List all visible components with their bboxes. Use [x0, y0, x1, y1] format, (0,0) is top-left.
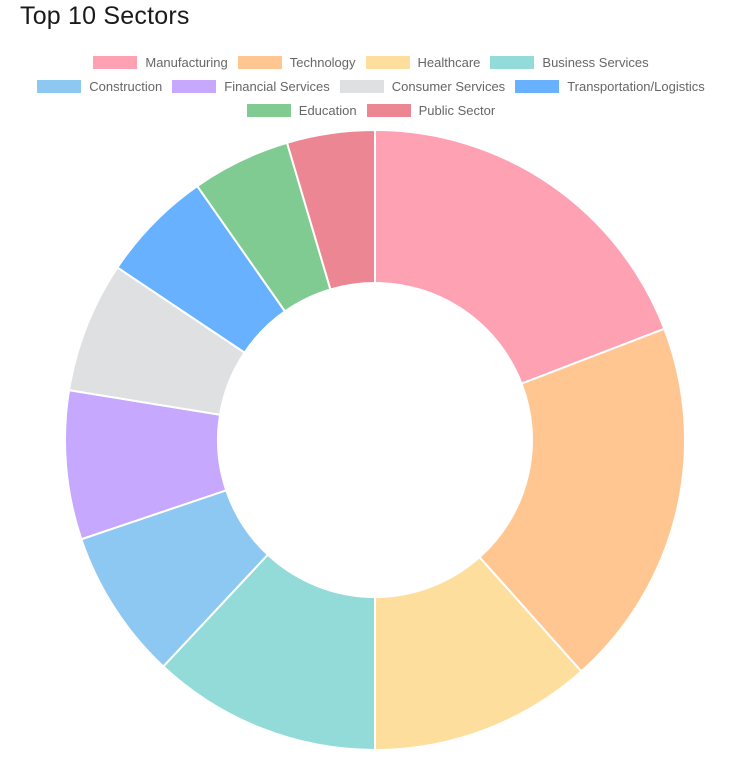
legend-swatch	[515, 79, 560, 93]
legend-swatch	[37, 79, 82, 93]
legend-swatch	[365, 55, 410, 69]
slice-public-sector[interactable]	[285, 128, 376, 291]
legend-swatch	[339, 79, 384, 93]
chart-title: Top 10 Sectors	[20, 2, 190, 30]
legend-item[interactable]: Transportation/Logistics	[515, 79, 705, 94]
legend-label: Technology	[289, 54, 356, 70]
legend-label: Manufacturing	[145, 54, 228, 70]
legend-swatch	[490, 55, 535, 69]
chart-legend: Manufacturing Technology Healthcare Busines…	[0, 50, 742, 122]
legend-row: Construction Financial Services Consumer S…	[0, 74, 742, 98]
legend-swatch	[366, 103, 411, 117]
legend-label: Transportation/Logistics	[567, 78, 705, 94]
slice-manufacturing[interactable]	[374, 128, 666, 385]
slice-healthcare[interactable]	[374, 555, 583, 752]
legend-row: Manufacturing Technology Healthcare Busines…	[0, 50, 742, 74]
legend-item[interactable]: Public Sector	[366, 102, 496, 118]
slice-technology[interactable]	[478, 327, 687, 673]
legend-label: Business Services	[542, 54, 649, 70]
legend-label: Healthcare	[417, 54, 481, 70]
legend-item[interactable]: Business Services	[490, 54, 649, 70]
legend-item[interactable]: Education	[246, 102, 357, 118]
legend-swatch	[246, 103, 291, 117]
legend-swatch	[93, 55, 138, 69]
legend-item[interactable]: Consumer Services	[339, 78, 506, 94]
legend-label: Consumer Services	[391, 78, 506, 94]
legend-label: Construction	[89, 78, 163, 94]
legend-item[interactable]: Construction	[37, 79, 162, 94]
legend-item[interactable]: Technology	[237, 54, 356, 70]
legend-item[interactable]: Financial Services	[172, 79, 330, 94]
legend-label: Financial Services	[224, 78, 330, 94]
legend-label: Public Sector	[418, 102, 496, 118]
legend-label: Education	[298, 102, 357, 118]
legend-swatch	[237, 55, 282, 69]
legend-item[interactable]: Healthcare	[365, 54, 481, 70]
legend-row: Education Public Sector	[0, 98, 742, 122]
legend-item[interactable]: Manufacturing	[93, 54, 228, 70]
legend-swatch	[172, 79, 217, 93]
